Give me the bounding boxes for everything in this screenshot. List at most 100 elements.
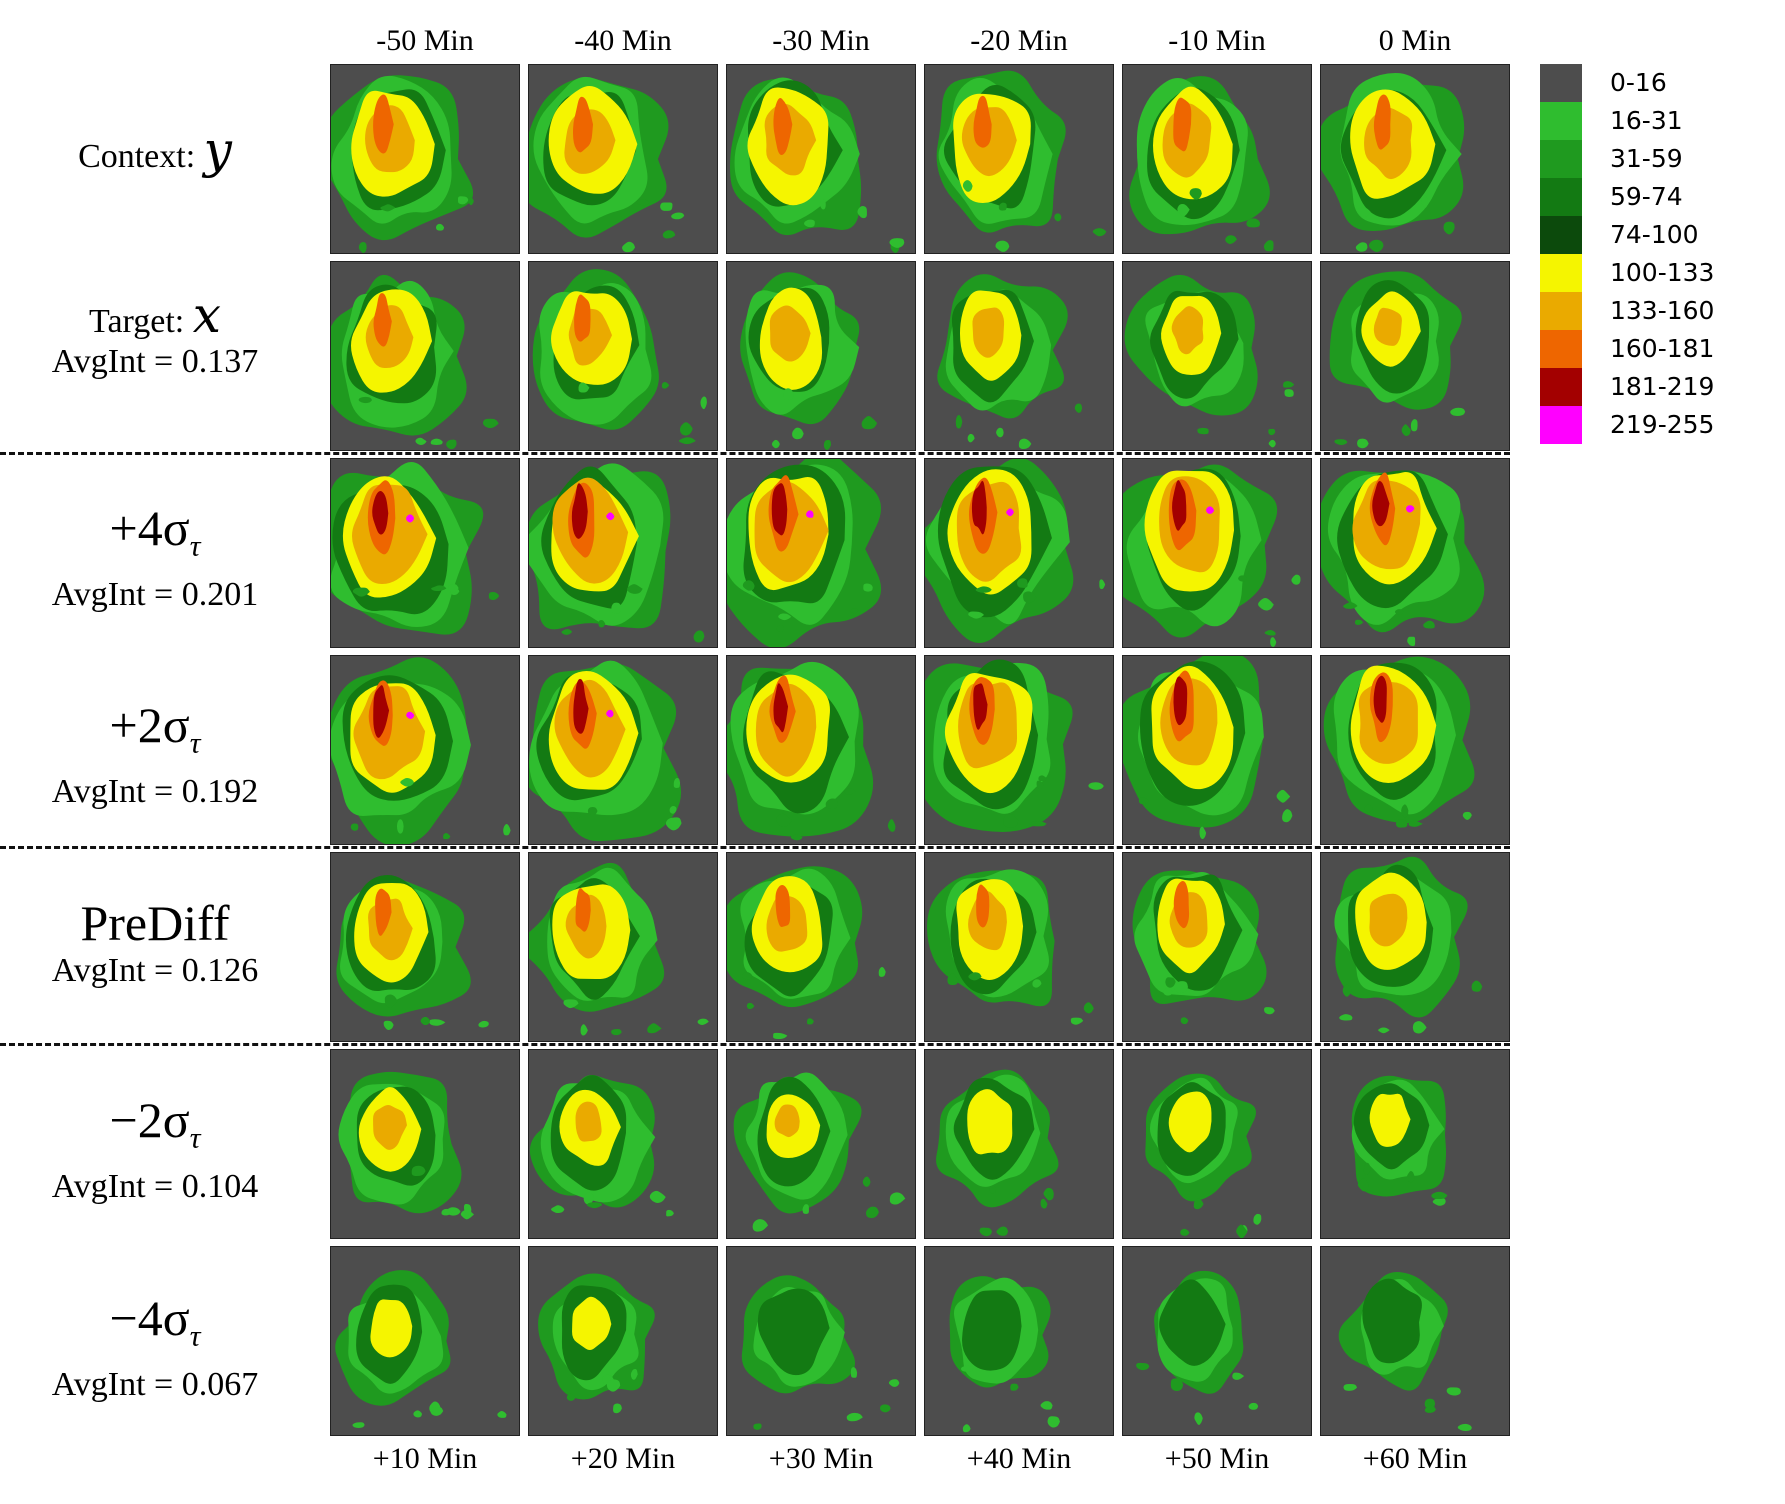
radar-frame-minus2 (1320, 1049, 1510, 1239)
echo-cell (1471, 980, 1483, 992)
echo-cell (1030, 821, 1047, 827)
echo-cell (1283, 381, 1295, 388)
echo-219-255 (806, 510, 814, 518)
radar-frame-plus2 (528, 655, 718, 845)
radar-field (1136, 1270, 1259, 1425)
echo-cell (1258, 598, 1274, 611)
echo-cell (889, 1192, 906, 1205)
echo-cell (700, 396, 707, 410)
echo-181-219 (971, 480, 987, 535)
echo-cell (947, 973, 959, 985)
echo-cell (1040, 1401, 1053, 1410)
echo-cell (1401, 424, 1411, 436)
echo-cell (441, 1208, 454, 1216)
echo-219-255 (1406, 505, 1415, 513)
echo-cell (396, 819, 404, 834)
radar-field (727, 866, 886, 1040)
echo-cell (850, 608, 859, 614)
echo-cell (1412, 1021, 1427, 1034)
radar-field (727, 459, 882, 647)
radar-frame-minus4 (330, 1246, 520, 1436)
radar-frame-minus2 (726, 1049, 916, 1239)
row-label-text: −4σ (109, 1290, 190, 1346)
radar-frame-target (330, 261, 520, 451)
echo-133-160 (972, 307, 1005, 358)
echo-cell (1357, 1178, 1369, 1192)
row-label-text: +4σ (109, 500, 190, 556)
legend-label: 0-16 (1610, 68, 1667, 97)
radar-field (936, 1069, 1059, 1237)
echo-cell (1291, 574, 1301, 585)
echo-cell (666, 1209, 674, 1217)
echo-cell (350, 823, 359, 831)
echo-cell (580, 1024, 588, 1036)
radar-frame-minus2 (1122, 1049, 1312, 1239)
echo-cell (566, 1393, 576, 1401)
row-label-text: +2σ (109, 697, 190, 753)
echo-cell (563, 999, 579, 1009)
echo-160-181 (973, 95, 992, 148)
echo-181-219 (1173, 676, 1188, 726)
echo-cell (1018, 438, 1032, 450)
echo-cell (889, 238, 905, 248)
echo-cell (1177, 203, 1190, 217)
radar-field (1338, 1271, 1472, 1431)
echo-cell (878, 966, 886, 977)
echo-cell (678, 437, 696, 445)
echo-cell (583, 1192, 595, 1205)
echo-cell (1180, 1228, 1190, 1236)
echo-181-219 (973, 683, 988, 730)
echo-cell (411, 1165, 426, 1177)
radar-frame-context (726, 64, 916, 254)
radar-frame-minus4 (924, 1246, 1114, 1436)
legend-label: 16-31 (1610, 106, 1683, 135)
echo-cell (1225, 235, 1237, 244)
legend-label: 160-181 (1610, 334, 1715, 363)
echo-cell (1189, 188, 1202, 200)
radar-frame-prediff (1122, 852, 1312, 1042)
column-header: -30 Min (772, 24, 870, 57)
radar-field (1351, 1075, 1448, 1206)
echo-cell (1092, 228, 1107, 237)
echo-cell (1136, 1362, 1150, 1371)
radar-frame-prediff (924, 852, 1114, 1042)
math-symbol-y: y (203, 121, 232, 179)
radar-field (1334, 856, 1483, 1034)
echo-cell (1270, 637, 1277, 647)
radar-field (925, 459, 1106, 643)
echo-100-133 (370, 1299, 413, 1358)
legend-swatch (1540, 292, 1582, 330)
legend-swatch (1540, 102, 1582, 140)
echo-cell (630, 1368, 638, 1380)
echo-cell (778, 613, 792, 621)
row-separator (0, 846, 1510, 849)
echo-cell (783, 388, 794, 400)
echo-cell (807, 1018, 814, 1025)
column-header: -20 Min (970, 24, 1068, 57)
radar-field (1129, 76, 1274, 252)
legend-label: 219-255 (1610, 410, 1715, 439)
echo-cell (468, 197, 474, 206)
echo-cell (587, 806, 598, 816)
echo-219-255 (406, 514, 415, 523)
echo-cell (1401, 804, 1409, 818)
radar-field (336, 874, 489, 1030)
column-footer: +20 Min (570, 1442, 676, 1475)
echo-cell (383, 1020, 394, 1030)
echo-59-74 (1159, 1279, 1226, 1366)
echo-cell (1443, 221, 1455, 235)
row-label-text: Context: (78, 138, 204, 175)
radar-field (1123, 656, 1293, 840)
echo-cell (863, 583, 873, 592)
echo-cell (820, 199, 826, 210)
echo-cell (861, 416, 878, 430)
avg-intensity: AvgInt = 0.192 (51, 772, 259, 810)
radar-field (925, 659, 1104, 832)
echo-cell (636, 199, 650, 206)
echo-cell (661, 381, 670, 389)
radar-field (529, 463, 705, 643)
radar-field (1123, 464, 1301, 647)
echo-181-219 (1373, 675, 1387, 723)
echo-cell (1170, 1378, 1184, 1391)
radar-frame-plus4 (330, 458, 520, 648)
